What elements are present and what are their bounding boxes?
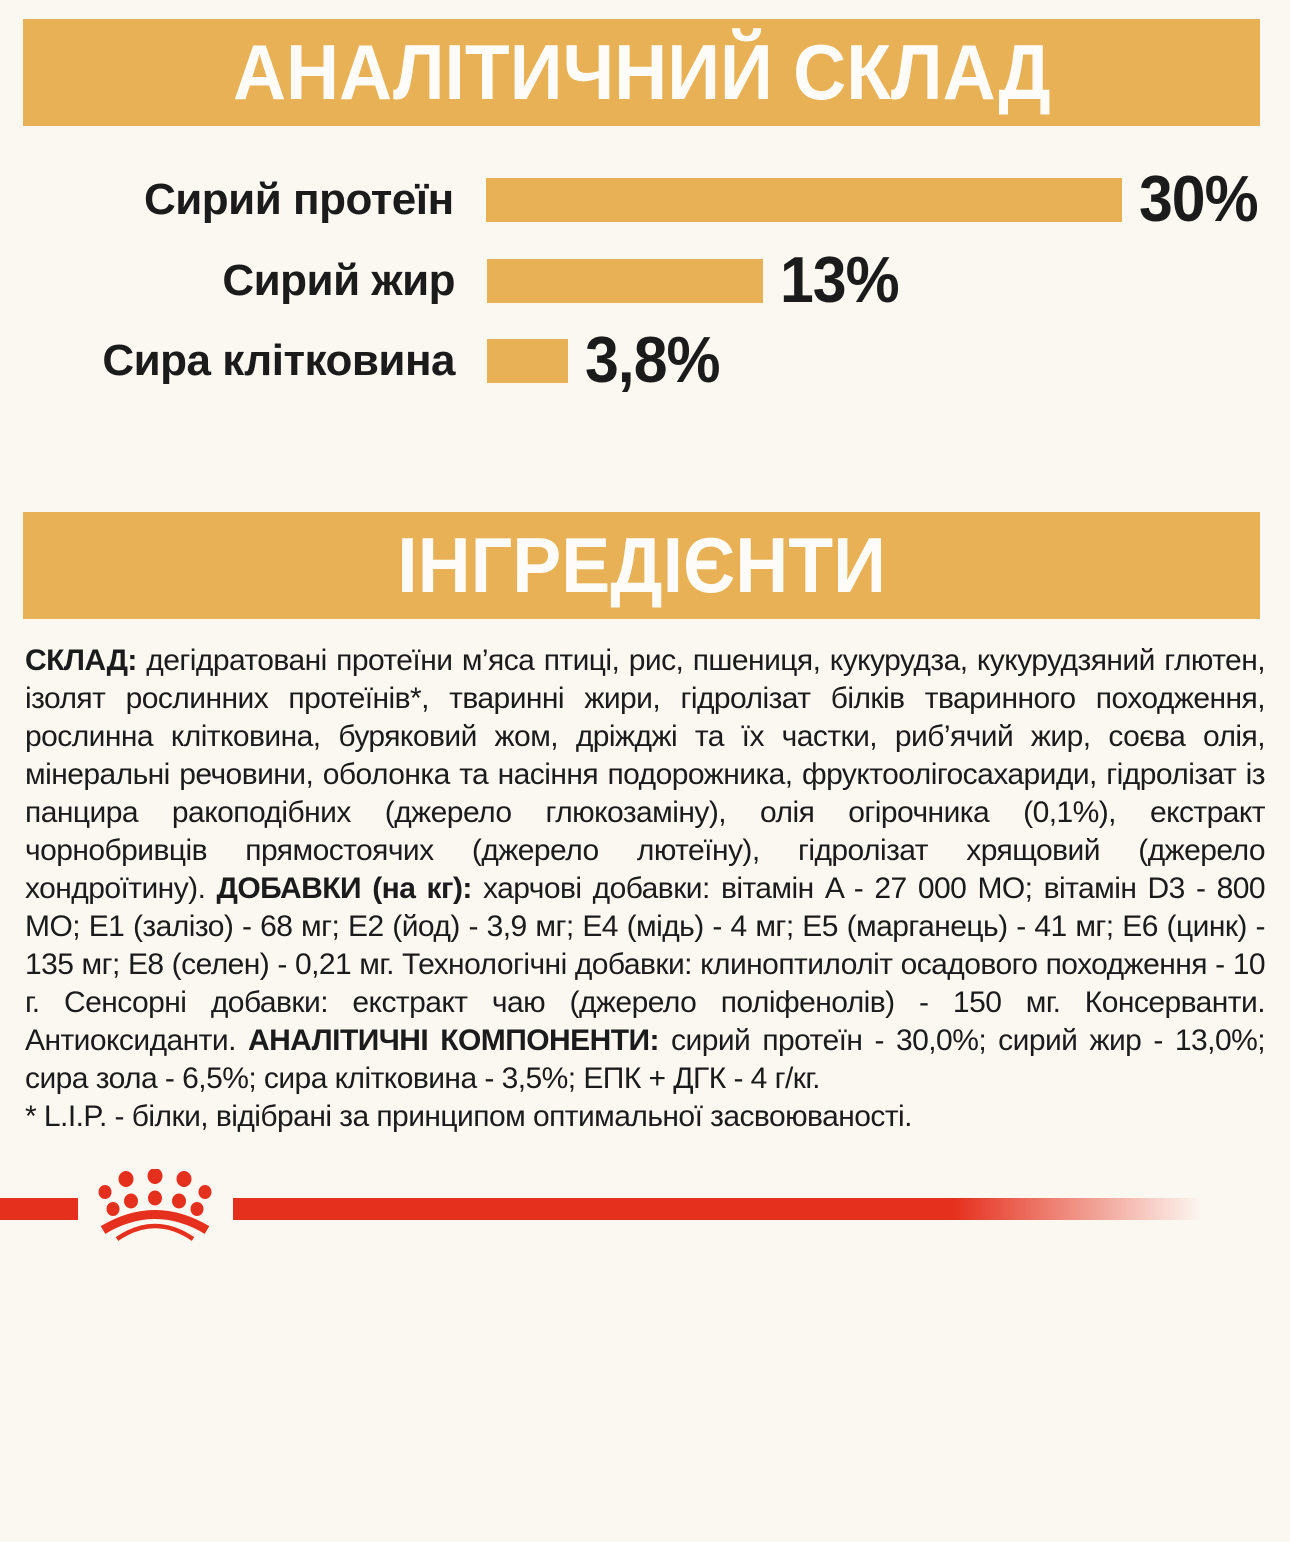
composition-segment: дегідратовані протеїни м’яса птиці, рис,…: [25, 644, 1266, 905]
chart-row-protein: Сирий протеїн 30%: [0, 163, 1260, 236]
composition-segment: ДОБАВКИ (на кг):: [216, 872, 484, 905]
chart-label: Сира клітковина: [102, 336, 455, 385]
chart-label: Сирий жир: [222, 256, 455, 305]
composition-segment: харчові добавки: вітамін A - 27 000 МО; …: [25, 872, 1266, 1057]
royal-canin-crown-icon: [98, 1169, 212, 1241]
chart-label: Сирий протеїн: [143, 175, 454, 224]
ingredients-title: ІНГРЕДІЄНТИ: [397, 522, 886, 609]
ingredients-banner: ІНГРЕДІЄНТИ: [23, 512, 1260, 619]
red-stripe-left: [0, 1198, 78, 1220]
nutrient-bar: [485, 178, 1122, 222]
chart-value: 30%: [1138, 163, 1259, 236]
analytical-banner: АНАЛІТИЧНИЙ СКЛАД: [23, 19, 1260, 126]
analytical-title: АНАЛІТИЧНИЙ СКЛАД: [232, 29, 1051, 116]
nutrient-bar: [487, 339, 568, 383]
red-stripe-right: [233, 1198, 1233, 1220]
lip-footnote: * L.I.P. - білки, відібрані за принципом…: [25, 1100, 913, 1133]
chart-value: 3,8%: [585, 324, 721, 397]
chart-row-fiber: Сира клітковина 3,8%: [0, 324, 1260, 397]
composition-segment: АНАЛІТИЧНІ КОМПОНЕНТИ:: [247, 1024, 672, 1057]
chart-row-fat: Сирий жир 13%: [0, 244, 1260, 317]
chart-value: 13%: [780, 244, 900, 317]
ingredients-textblock: СКЛАД: дегідратовані протеїни м’яса птиц…: [25, 642, 1266, 1136]
nutrient-bar: [487, 259, 763, 303]
composition-segment: СКЛАД:: [25, 644, 147, 677]
composition-segment: сирий протеїн - 30,0%; сирий жир - 13,0%…: [25, 1024, 1266, 1095]
nutrient-bar-chart: Сирий протеїн 30% Сирий жир 13% Сира клі…: [0, 0, 1290, 440]
composition-text: СКЛАД: дегідратовані протеїни м’яса птиц…: [25, 642, 1266, 1098]
